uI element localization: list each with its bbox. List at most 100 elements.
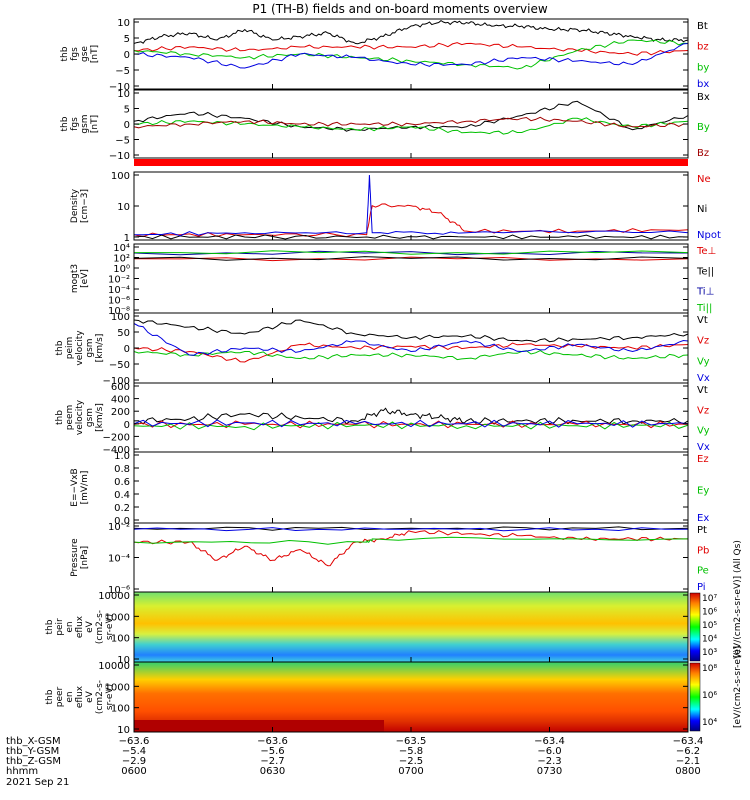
legend-label: by [697,62,709,73]
x-axis-value: 0630 [260,766,285,777]
panel-frame [133,451,689,524]
y-tick-label: 10 [117,655,130,666]
legend-label: Pi [697,582,706,593]
x-axis-value: −2.9 [122,756,146,767]
x-axis-value: −2.5 [399,756,423,767]
y-axis-label: mogt3 [70,264,80,293]
series-line-bx [133,43,689,69]
y-axis-label: en [65,621,75,632]
legend-label: Bx [697,92,710,103]
y-tick-label: 10⁻⁴ [108,285,130,296]
y-tick-label: 400 [111,395,130,406]
series-line-Ti|| [134,250,689,255]
colorbar-label: [eV/(cm2-s-sr-eV)] (All Qs) [733,540,743,658]
legend-label: Vx [697,442,710,453]
y-tick-label: 1.0 [114,451,130,462]
spectrogram-low-energy-band [134,720,384,732]
colorbar [689,592,701,662]
y-tick-label: 1000 [105,682,130,693]
colorbar-tick-label: 10⁴ [702,635,717,645]
colorbar-tick-label: 10⁶ [702,608,717,618]
y-axis-label: (cm2-s- [95,680,105,714]
y-tick-label: 0 [124,420,130,431]
y-axis-label: thb [55,410,65,425]
panel-fgs-gsm: Bx By Bz 10 5 0 −5 −10 thb fgs gsm [nT] [60,89,710,162]
y-axis-label: peim [65,337,75,360]
y-tick-label: 5 [124,105,130,116]
y-axis-label: velocity [75,330,85,366]
legend-label: Ti⊥ [696,287,714,298]
legend-label: Ez [697,454,709,465]
series-line-By [133,117,689,135]
y-axis-label: thb [45,689,55,704]
y-axis-label: (cm2-s- [95,610,105,644]
legend-label: Bz [697,148,709,159]
panel-frame [133,382,689,453]
y-tick-label: 10000 [98,591,130,602]
panel-frame [133,522,689,593]
series-line-Te⊥ [133,256,689,262]
y-axis-label: [km/s] [95,403,105,432]
y-axis-label: en [65,691,75,702]
y-tick-label: 10⁴ [113,243,130,254]
x-axis-value: 0600 [121,766,146,777]
legend-label: Ti|| [696,303,712,314]
y-tick-label: 100 [111,634,130,645]
y-axis-label: thb [45,619,55,634]
y-tick-label: −5 [115,136,130,147]
y-axis-label: thb [60,116,70,131]
panel-peir-en-eflux: 10⁷ 10⁶ 10⁵ 10⁴ 10³ [eV/(cm2-s-sr-eV)] (All Q… [45,540,743,666]
series-line-Ti⊥ [133,250,689,256]
legend-label: bx [697,79,709,90]
series-line-Vx [133,419,689,428]
x-axis-row-label: thb_X-GSM [6,736,61,747]
panel-e-field: Ez Ey Ex 1.0 0.8 0.6 0.4 0.2 0.0 E=−VxB [mV/m] [70,451,709,527]
legend-label: Ey [697,486,709,497]
series-line-Vz [133,420,689,429]
legend-label: Pt [697,525,707,536]
panel-pressure: Pt Pb Pe Pi 10⁻² 10⁻⁴ 10⁻⁶ Pressure [nPa] [70,522,709,596]
legend-label: bz [697,42,709,53]
y-tick-label: 10⁻⁴ [108,554,130,565]
y-tick-label: 100 [111,704,130,715]
x-axis-value: −2.3 [537,756,561,767]
series-line-Bt [133,19,689,45]
x-axis-row-label: thb_Z-GSM [6,756,61,767]
legend-label: Vz [697,336,709,347]
y-tick-label: 1 [124,233,130,244]
legend-label: Bt [697,21,708,32]
y-axis-label: sr-eV) [105,614,115,640]
y-axis-label: [nT] [90,115,100,133]
y-tick-label: 10⁻⁶ [108,585,130,596]
x-axis-value: −2.7 [260,756,284,767]
y-axis-label: sr-eV) [105,684,115,710]
y-tick-label: −5 [115,66,130,77]
colorbar [689,662,701,732]
series-line-bz [133,42,689,56]
x-axis-value: −2.1 [676,756,700,767]
x-axis-value: 0700 [398,766,423,777]
series-line-Vx [133,323,689,356]
colorbar-tick-label: 10⁶ [702,691,717,701]
x-axis-block: thb_X-GSMthb_Y-GSMthb_Z-GSMhhmm−63.6−5.4… [6,736,703,777]
y-tick-label: 10⁻² [108,522,130,533]
legend-label: Vt [697,385,708,396]
y-tick-label: 10⁰ [113,264,130,275]
x-axis-value: −63.6 [119,736,150,747]
y-axis-label: peem [65,405,75,431]
colorbar-tick-label: 10⁴ [702,718,717,728]
x-axis-value: −63.5 [396,736,427,747]
y-tick-label: −100 [103,376,130,387]
series-line-Te|| [133,256,689,261]
y-tick-label: 0 [124,344,130,355]
y-tick-label: 100 [111,312,130,323]
y-tick-label: 10 [117,18,130,29]
panel-peim-velocity: Vt Vz Vy Vx 100 50 0 −50 −100 thb peim velocity gsm[… [55,312,710,387]
legend-label: By [697,122,710,133]
x-axis-value: −5.4 [122,746,146,757]
y-axis-label: [nPa] [80,546,90,569]
colorbar-tick-label: 10⁷ [702,594,717,604]
x-axis-value: −6.0 [537,746,561,757]
